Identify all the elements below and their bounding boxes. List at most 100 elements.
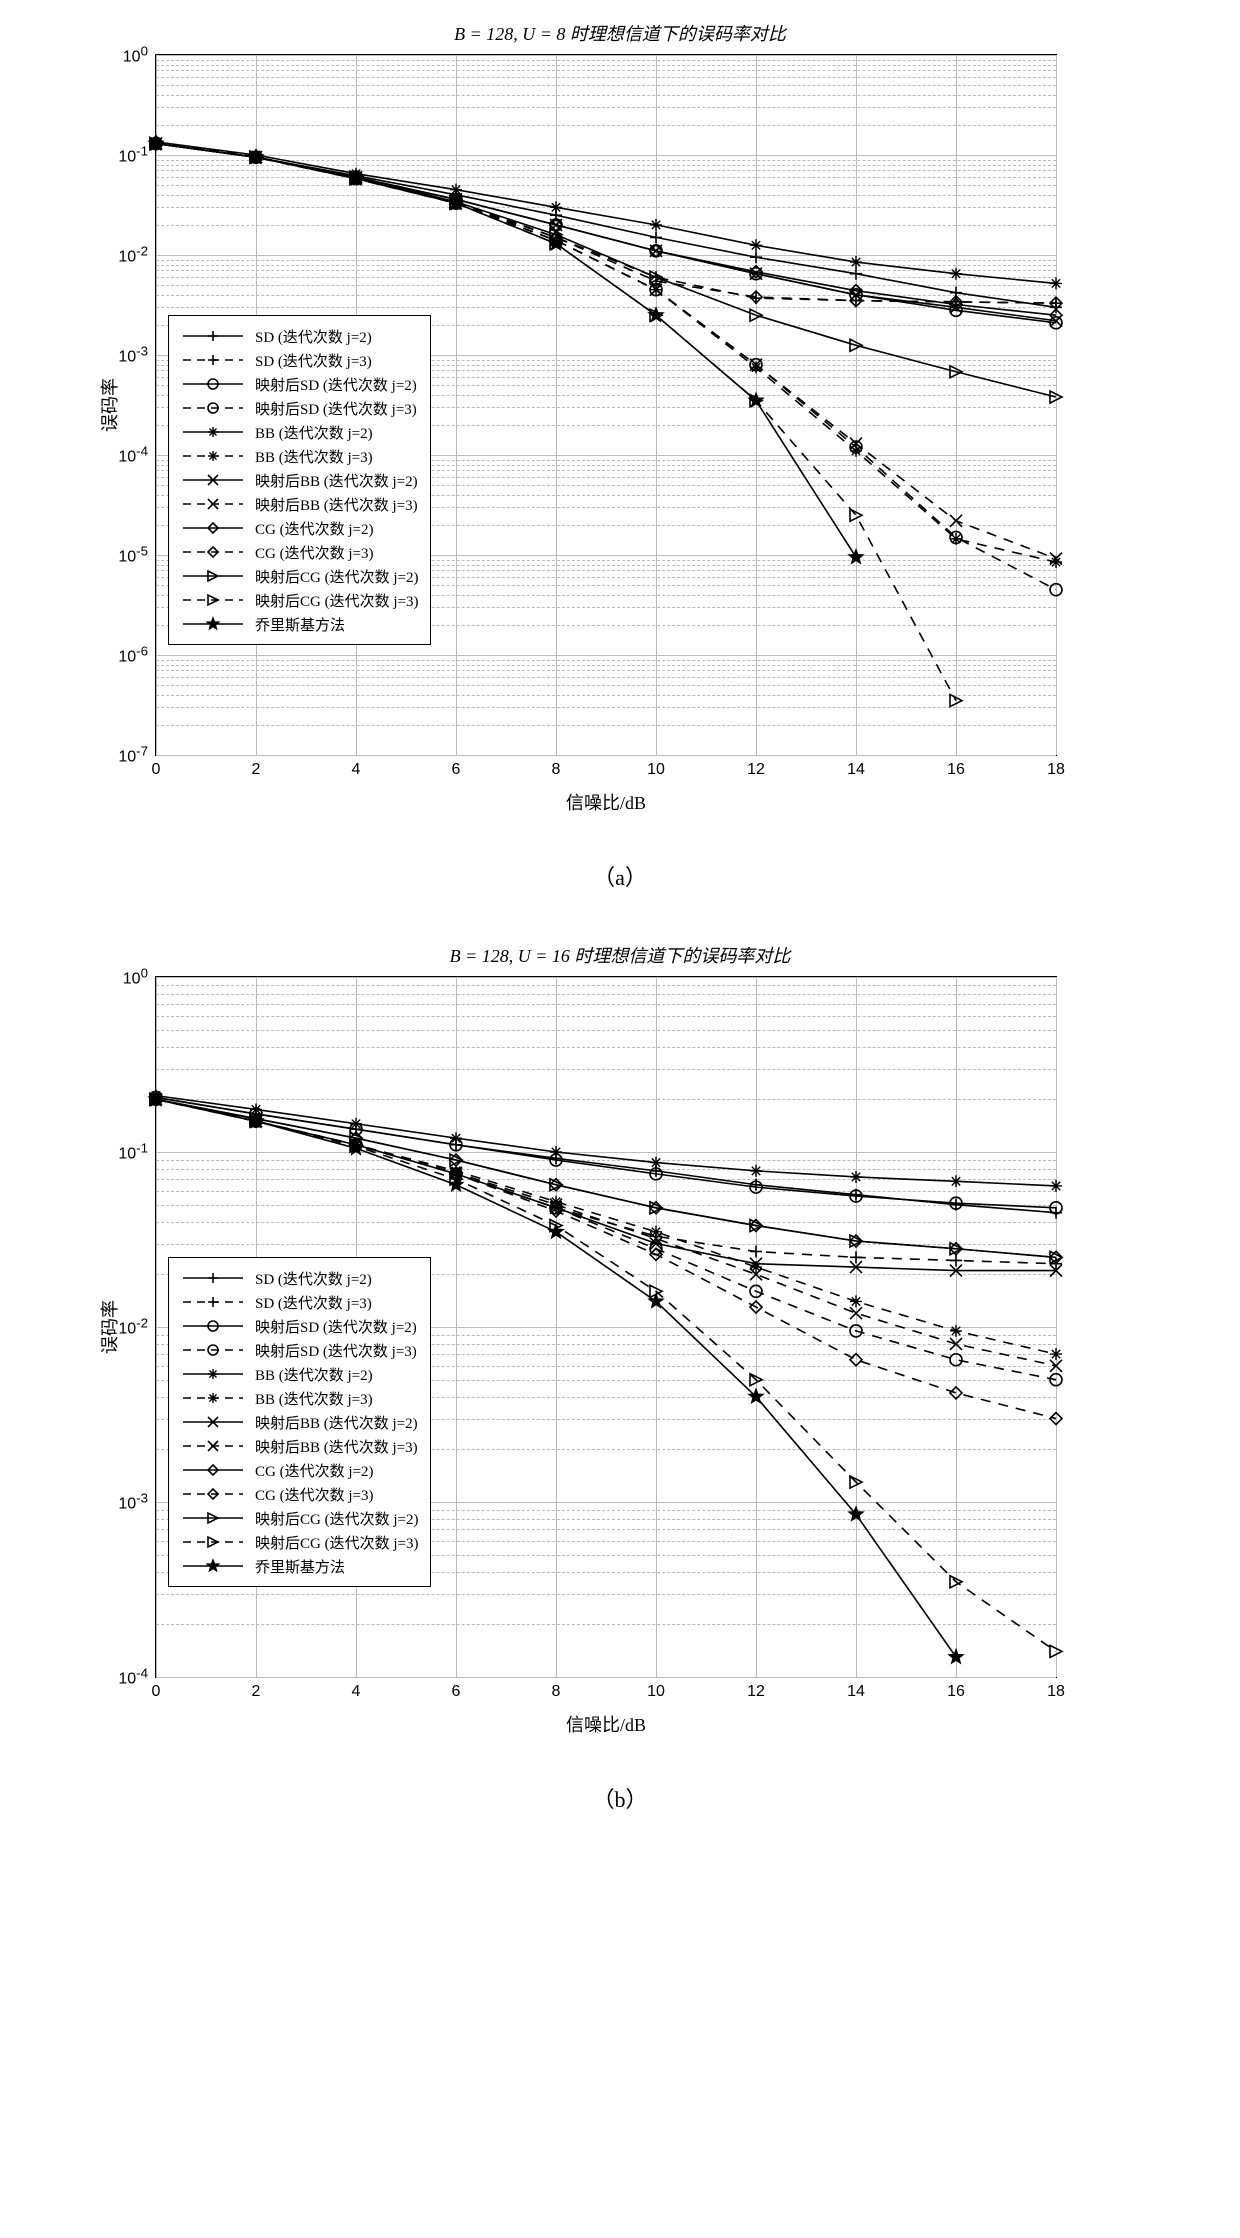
legend-label: CG (迭代次数 j=2)	[255, 1460, 373, 1481]
x-tick-label: 4	[352, 1683, 361, 1701]
x-tick-label: 8	[552, 1683, 561, 1701]
chart-b-box: 02468101214161810010-110-210-310-4信噪比/dB…	[85, 976, 1155, 1742]
legend-swatch	[181, 1530, 245, 1554]
y-tick-label: 10-3	[118, 343, 156, 366]
legend-item: CG (迭代次数 j=2)	[181, 1458, 418, 1482]
legend-swatch	[181, 1338, 245, 1362]
x-axis-label: 信噪比/dB	[566, 1711, 646, 1737]
legend-swatch	[181, 1506, 245, 1530]
x-tick-label: 14	[847, 1683, 865, 1701]
legend-label: BB (迭代次数 j=3)	[255, 1388, 373, 1409]
legend-label: 映射后SD (迭代次数 j=3)	[255, 1340, 417, 1361]
legend-label: CG (迭代次数 j=2)	[255, 518, 373, 539]
legend-item: CG (迭代次数 j=3)	[181, 540, 418, 564]
x-tick-label: 6	[452, 1683, 461, 1701]
legend-item: 映射后BB (迭代次数 j=2)	[181, 1410, 418, 1434]
y-axis-label: 误码率	[96, 1300, 122, 1354]
legend-swatch	[181, 348, 245, 372]
legend-item: SD (迭代次数 j=3)	[181, 1290, 418, 1314]
legend-item: SD (迭代次数 j=2)	[181, 324, 418, 348]
legend-item: SD (迭代次数 j=2)	[181, 1266, 418, 1290]
legend-swatch	[181, 324, 245, 348]
legend-item: 映射后SD (迭代次数 j=3)	[181, 1338, 418, 1362]
y-tick-label: 10-6	[118, 643, 156, 666]
x-tick-label: 14	[847, 761, 865, 779]
x-axis-label: 信噪比/dB	[566, 789, 646, 815]
legend-item: BB (迭代次数 j=3)	[181, 1386, 418, 1410]
legend-label: 乔里斯基方法	[255, 1556, 345, 1577]
legend: SD (迭代次数 j=2) SD (迭代次数 j=3) 映射后SD (迭代次数 j=…	[168, 1257, 431, 1587]
legend-swatch	[181, 492, 245, 516]
legend-swatch	[181, 1482, 245, 1506]
x-tick-label: 2	[252, 1683, 261, 1701]
legend-label: 乔里斯基方法	[255, 614, 345, 635]
legend-item: CG (迭代次数 j=3)	[181, 1482, 418, 1506]
legend-swatch	[181, 1434, 245, 1458]
legend-label: SD (迭代次数 j=3)	[255, 1292, 372, 1313]
legend-label: 映射后SD (迭代次数 j=2)	[255, 374, 417, 395]
legend-label: CG (迭代次数 j=3)	[255, 542, 373, 563]
legend-swatch	[181, 1458, 245, 1482]
legend-item: BB (迭代次数 j=2)	[181, 420, 418, 444]
legend: SD (迭代次数 j=2)SD (迭代次数 j=3) 映射后SD (迭代次数 j=…	[168, 315, 431, 645]
legend-label: 映射后CG (迭代次数 j=3)	[255, 1532, 418, 1553]
x-tick-label: 6	[452, 761, 461, 779]
x-tick-label: 12	[747, 761, 765, 779]
y-tick-label: 100	[123, 43, 156, 66]
legend-label: 映射后BB (迭代次数 j=3)	[255, 494, 418, 515]
legend-swatch	[181, 540, 245, 564]
y-tick-label: 10-1	[118, 1140, 156, 1163]
legend-swatch	[181, 444, 245, 468]
legend-item: 映射后CG (迭代次数 j=2)	[181, 1506, 418, 1530]
legend-swatch	[181, 1266, 245, 1290]
x-tick-label: 8	[552, 761, 561, 779]
legend-item: BB (迭代次数 j=3)	[181, 444, 418, 468]
legend-label: SD (迭代次数 j=2)	[255, 1268, 372, 1289]
legend-label: BB (迭代次数 j=2)	[255, 1364, 373, 1385]
legend-swatch	[181, 372, 245, 396]
chart-b-wrapper: B = 128, U = 16 时理想信道下的误码率对比 02468101214…	[20, 942, 1220, 1814]
legend-swatch	[181, 1386, 245, 1410]
legend-label: 映射后BB (迭代次数 j=2)	[255, 1412, 418, 1433]
x-tick-label: 18	[1047, 1683, 1065, 1701]
legend-label: BB (迭代次数 j=2)	[255, 422, 373, 443]
y-tick-label: 10-2	[118, 243, 156, 266]
legend-item: 映射后CG (迭代次数 j=3)	[181, 1530, 418, 1554]
chart-a-wrapper: B = 128, U = 8 时理想信道下的误码率对比 024681012141…	[20, 20, 1220, 892]
x-tick-label: 10	[647, 1683, 665, 1701]
legend-swatch	[181, 1410, 245, 1434]
legend-item: SD (迭代次数 j=3)	[181, 348, 418, 372]
x-tick-label: 18	[1047, 761, 1065, 779]
chart-a-box: 02468101214161810010-110-210-310-410-510…	[85, 54, 1155, 820]
legend-item: 映射后SD (迭代次数 j=2)	[181, 1314, 418, 1338]
legend-swatch	[181, 612, 245, 636]
x-tick-label: 4	[352, 761, 361, 779]
legend-item: 映射后BB (迭代次数 j=3)	[181, 492, 418, 516]
y-tick-label: 10-5	[118, 543, 156, 566]
y-tick-label: 100	[123, 965, 156, 988]
legend-item: 映射后SD (迭代次数 j=2)	[181, 372, 418, 396]
legend-item: 映射后BB (迭代次数 j=3)	[181, 1434, 418, 1458]
legend-swatch	[181, 396, 245, 420]
legend-swatch	[181, 1554, 245, 1578]
legend-swatch	[181, 1290, 245, 1314]
legend-label: 映射后CG (迭代次数 j=2)	[255, 1508, 418, 1529]
legend-label: SD (迭代次数 j=3)	[255, 350, 372, 371]
x-tick-label: 16	[947, 761, 965, 779]
y-tick-label: 10-4	[118, 1665, 156, 1688]
legend-item: 映射后CG (迭代次数 j=2)	[181, 564, 418, 588]
legend-label: 映射后BB (迭代次数 j=3)	[255, 1436, 418, 1457]
legend-item: 乔里斯基方法	[181, 1554, 418, 1578]
legend-swatch	[181, 468, 245, 492]
x-tick-label: 2	[252, 761, 261, 779]
legend-label: 映射后CG (迭代次数 j=2)	[255, 566, 418, 587]
legend-swatch	[181, 564, 245, 588]
legend-swatch	[181, 420, 245, 444]
legend-label: 映射后SD (迭代次数 j=3)	[255, 398, 417, 419]
legend-label: 映射后SD (迭代次数 j=2)	[255, 1316, 417, 1337]
legend-label: CG (迭代次数 j=3)	[255, 1484, 373, 1505]
y-tick-label: 10-2	[118, 1315, 156, 1338]
x-tick-label: 16	[947, 1683, 965, 1701]
legend-label: 映射后CG (迭代次数 j=3)	[255, 590, 418, 611]
legend-item: 乔里斯基方法	[181, 612, 418, 636]
